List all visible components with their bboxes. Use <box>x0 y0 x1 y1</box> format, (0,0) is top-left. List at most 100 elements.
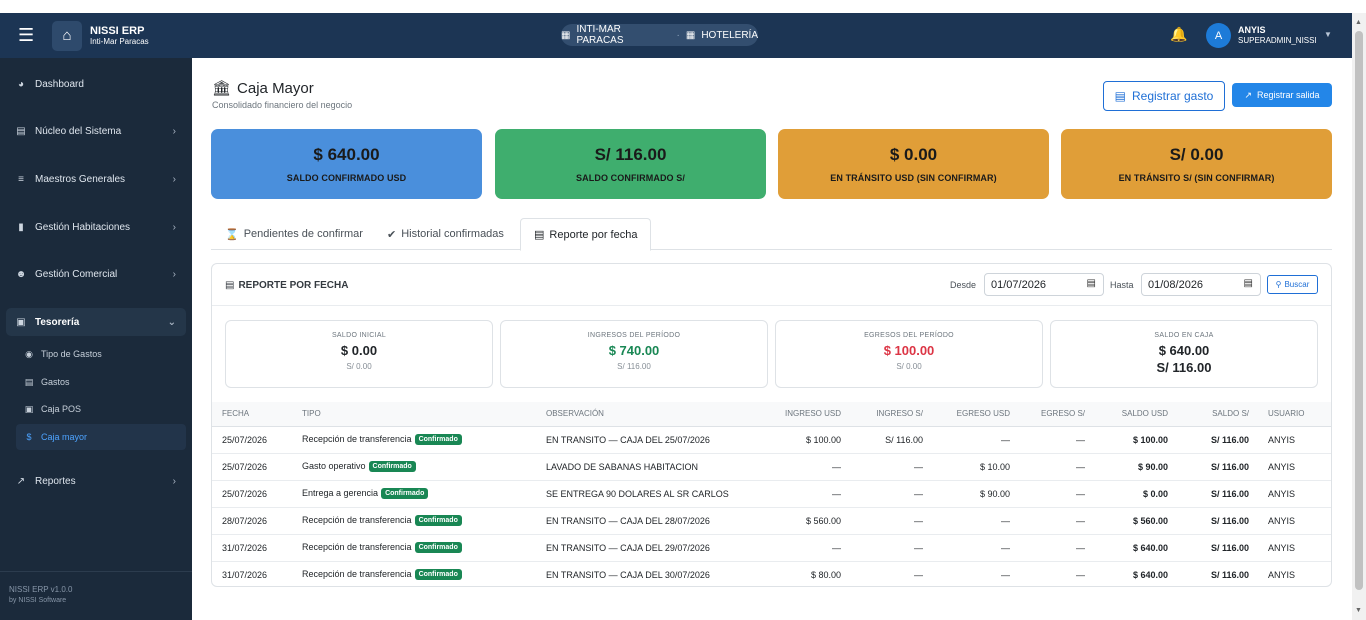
tab-pending[interactable]: ⌛ Pendientes de confirmar <box>225 218 363 250</box>
register-outflow-button[interactable]: ↗ Registrar salida <box>1232 83 1332 107</box>
cell-bal-pen: S/ 116.00 <box>1168 426 1249 454</box>
sidebar-subitem-label: Tipo de Gastos <box>41 349 102 359</box>
page-scrollbar[interactable]: ▲ ▼ <box>1352 13 1366 620</box>
card-pen-transit: S/ 0.00 EN TRÁNSITO S/ (SIN CONFIRMAR) <box>1061 129 1332 199</box>
sidebar-item-label: Núcleo del Sistema <box>35 125 122 137</box>
sidebar-item-reportes[interactable]: ↗ Reportes › <box>0 467 192 495</box>
building-icon: ▦ <box>561 29 571 41</box>
tipo-text: Entrega a gerencia <box>302 488 379 498</box>
col-header: USUARIO <box>1249 402 1331 427</box>
cell-in-usd: — <box>746 480 841 508</box>
menu-toggle-icon[interactable]: ☰ <box>18 25 35 45</box>
tab-history[interactable]: ✔ Historial confirmadas <box>387 218 504 250</box>
bell-icon[interactable]: 🔔 <box>1170 26 1188 42</box>
people-icon: ☻ <box>15 268 27 280</box>
cell-tipo: Recepción de transferencia Confirmado <box>302 534 546 562</box>
sidebar-item-nucleo[interactable]: ▤ Núcleo del Sistema › <box>0 117 192 145</box>
sidebar-item-habitaciones[interactable]: ▮ Gestión Habitaciones › <box>0 213 192 241</box>
table-row: 31/07/2026 Recepción de transferencia Con… <box>212 561 1331 586</box>
cell-bal-usd: $ 640.00 <box>1085 561 1168 586</box>
separator-dot: · <box>676 29 680 41</box>
status-badge: Confirmado <box>414 569 462 580</box>
cell-tipo: Recepción de transferencia Confirmado <box>302 507 546 535</box>
stat-opening-balance: SALDO INICIAL $ 0.00 S/ 0.00 <box>225 320 493 388</box>
user-menu[interactable]: ANYIS SUPERADMIN_NISSI <box>1238 26 1317 45</box>
calendar-icon[interactable]: ▤ <box>1086 278 1096 289</box>
sidebar-subitem-caja-mayor[interactable]: $ Caja mayor <box>16 424 186 450</box>
sidebar: ◕ Dashboard ▤ Núcleo del Sistema › ≡ Mae… <box>0 58 192 620</box>
stat-sub: S/ 0.00 <box>896 362 922 371</box>
search-icon: ⚲ <box>1275 280 1282 289</box>
sidebar-subitem-caja-pos[interactable]: ▣ Caja POS <box>16 396 186 422</box>
calendar-icon[interactable]: ▤ <box>1243 278 1253 289</box>
app-version: NISSI ERP v1.0.0 by NISSI Software <box>9 585 72 605</box>
page-title: 🏛 Caja Mayor <box>212 79 314 98</box>
main-content: 🏛 Caja Mayor Consolidado financiero del … <box>192 58 1352 620</box>
card-pen-confirmed: S/ 116.00 SALDO CONFIRMADO S/ <box>495 129 766 199</box>
search-button[interactable]: ⚲ Buscar <box>1267 275 1318 294</box>
dollar-icon: $ <box>26 432 32 442</box>
register-expense-label: Registrar gasto <box>1131 89 1214 103</box>
brand[interactable]: NISSI ERP Inti-Mar Paracas <box>90 25 149 46</box>
cell-fecha: 28/07/2026 <box>212 507 302 535</box>
cell-in-pen: — <box>841 561 923 586</box>
report-title: ▤ REPORTE POR FECHA <box>225 280 348 291</box>
chart-line-icon: ↗ <box>16 475 26 487</box>
card-amount: $ 0.00 <box>889 145 938 164</box>
receipt-icon: ▤ <box>1114 89 1126 103</box>
sidebar-subitem-tipo-gastos[interactable]: ◉ Tipo de Gastos <box>16 341 186 367</box>
cell-out-usd: — <box>923 534 1010 562</box>
register-outflow-label: Registrar salida <box>1257 90 1320 100</box>
cell-in-usd: — <box>746 534 841 562</box>
cell-tipo: Recepción de transferencia Confirmado <box>302 561 546 586</box>
tipo-text: Recepción de transferencia <box>302 542 412 552</box>
sidebar-item-tesoreria[interactable]: ▣ Tesorería ⌄ <box>6 308 186 336</box>
cell-tipo: Recepción de transferencia Confirmado <box>302 426 546 454</box>
cell-fecha: 25/07/2026 <box>212 480 302 508</box>
cell-in-usd: $ 560.00 <box>746 507 841 535</box>
cell-obs: LAVADO DE SABANAS HABITACION <box>546 453 746 481</box>
to-date-input[interactable]: 01/08/2026 ▤ <box>1141 273 1261 296</box>
col-header: FECHA <box>212 402 302 427</box>
cell-obs: EN TRANSITO — CAJA DEL 30/07/2026 <box>546 561 746 586</box>
stat-amount-secondary: S/ 116.00 <box>1156 360 1212 375</box>
page-title-text: Caja Mayor <box>237 79 314 97</box>
brand-subtitle: Inti-Mar Paracas <box>90 36 149 46</box>
cell-out-pen: — <box>1010 507 1085 535</box>
cell-in-usd: $ 100.00 <box>746 426 841 454</box>
avatar[interactable]: A <box>1206 23 1231 48</box>
context-pill: ▦ INTI-MAR PARACAS · ▦ HOTELERÍA <box>561 24 758 46</box>
stat-period-income: INGRESOS DEL PERÍODO $ 740.00 S/ 116.00 <box>500 320 768 388</box>
user-name: ANYIS <box>1238 25 1266 35</box>
table-row: 25/07/2026 Entrega a gerencia Confirmado … <box>212 480 1331 508</box>
cell-out-usd: — <box>923 561 1010 586</box>
chevron-down-icon[interactable]: ▼ <box>1324 30 1332 39</box>
sidebar-item-maestros[interactable]: ≡ Maestros Generales › <box>0 165 192 193</box>
scroll-down-icon[interactable]: ▼ <box>1355 607 1362 614</box>
register-expense-button[interactable]: ▤ Registrar gasto <box>1103 81 1225 111</box>
calendar-icon: ▤ <box>534 229 545 241</box>
report-title-text: REPORTE POR FECHA <box>238 280 349 291</box>
home-icon[interactable]: ⌂ <box>52 20 82 51</box>
sidebar-subitem-gastos[interactable]: ▤ Gastos <box>16 369 186 395</box>
sidebar-item-dashboard[interactable]: ◕ Dashboard <box>0 70 192 98</box>
tab-label: Reporte por fecha <box>549 228 638 241</box>
cell-tipo: Entrega a gerencia Confirmado <box>302 480 546 508</box>
sidebar-item-label: Tesorería <box>35 316 80 328</box>
from-date-input[interactable]: 01/07/2026 ▤ <box>984 273 1104 296</box>
cell-tipo: Gasto operativo Confirmado <box>302 453 546 481</box>
cell-fecha: 31/07/2026 <box>212 534 302 562</box>
to-date-value: 01/08/2026 <box>1148 278 1204 291</box>
chevron-right-icon: › <box>172 268 176 280</box>
stat-label: SALDO INICIAL <box>331 332 387 339</box>
to-label: Hasta <box>1110 280 1134 290</box>
sidebar-item-comercial[interactable]: ☻ Gestión Comercial › <box>0 260 192 288</box>
tipo-text: Gasto operativo <box>302 461 366 471</box>
scroll-thumb[interactable] <box>1355 31 1363 590</box>
stat-label: INGRESOS DEL PERÍODO <box>587 332 681 339</box>
table-row: 31/07/2026 Recepción de transferencia Con… <box>212 534 1331 562</box>
tab-report[interactable]: ▤ Reporte por fecha <box>520 218 652 251</box>
check-circle-icon: ✔ <box>387 228 397 241</box>
cell-user: ANYIS <box>1249 453 1331 481</box>
scroll-up-icon[interactable]: ▲ <box>1355 19 1362 26</box>
